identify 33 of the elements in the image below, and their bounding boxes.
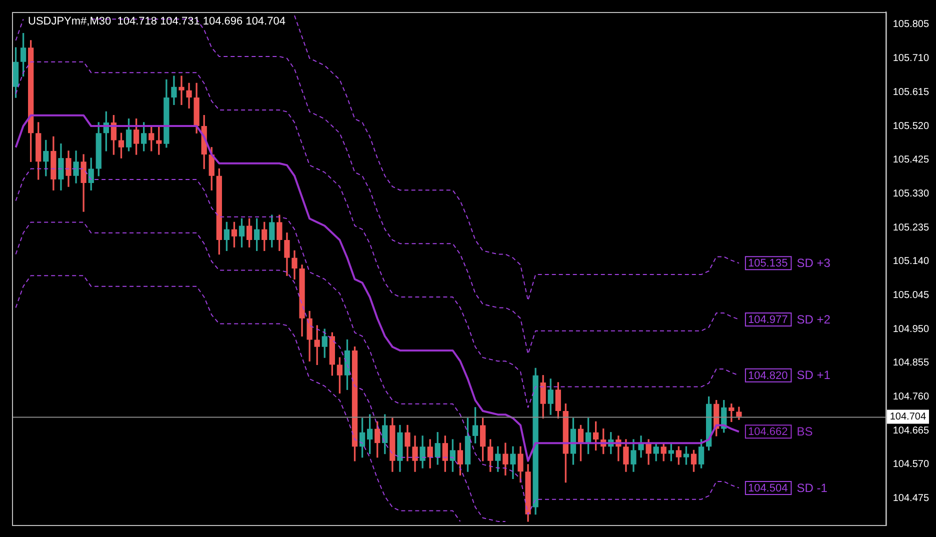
data-label: 104.662 <box>748 426 788 438</box>
y-tick-label: 105.615 <box>892 86 930 98</box>
y-tick-label: 104.950 <box>892 324 930 335</box>
y-tick-label: 105.520 <box>892 120 930 132</box>
line-series <box>15 275 461 522</box>
data-label: 104.504 <box>748 482 788 494</box>
ref-line-label: 104.704 <box>890 411 926 422</box>
line-series <box>15 222 506 522</box>
y-tick-label: 105.140 <box>892 256 930 268</box>
y-tick-label: 104.475 <box>892 493 930 504</box>
y-tick-label: 104.760 <box>892 392 930 402</box>
legend-label: SD +3 <box>796 256 831 270</box>
chart-title: USDJPYm#,M30 104.718 104.731 104.696 104.704 <box>28 16 286 28</box>
legend-label: BS <box>796 424 813 438</box>
legend-label: SD +1 <box>796 368 831 382</box>
y-tick-label: 105.710 <box>892 53 930 64</box>
data-label: 105.135 <box>748 258 788 270</box>
y-tick-label: 105.805 <box>892 19 930 30</box>
legend-label: SD +2 <box>796 312 831 326</box>
y-tick-label: 104.855 <box>892 358 930 369</box>
candlestick <box>728 404 734 422</box>
y-tick-label: 104.665 <box>892 425 930 436</box>
line-series <box>15 61 740 408</box>
y-tick-label: 105.425 <box>892 154 930 166</box>
line-series <box>294 15 740 302</box>
data-label: 104.977 <box>748 314 788 326</box>
y-tick-label: 105.330 <box>892 188 930 200</box>
y-tick-label: 105.045 <box>892 290 930 301</box>
data-label: 104.820 <box>748 370 788 382</box>
candlestick <box>178 76 184 105</box>
y-tick-label: 104.570 <box>892 459 930 470</box>
legend-label: SD -1 <box>796 480 828 495</box>
y-tick-label: 105.235 <box>892 222 930 234</box>
